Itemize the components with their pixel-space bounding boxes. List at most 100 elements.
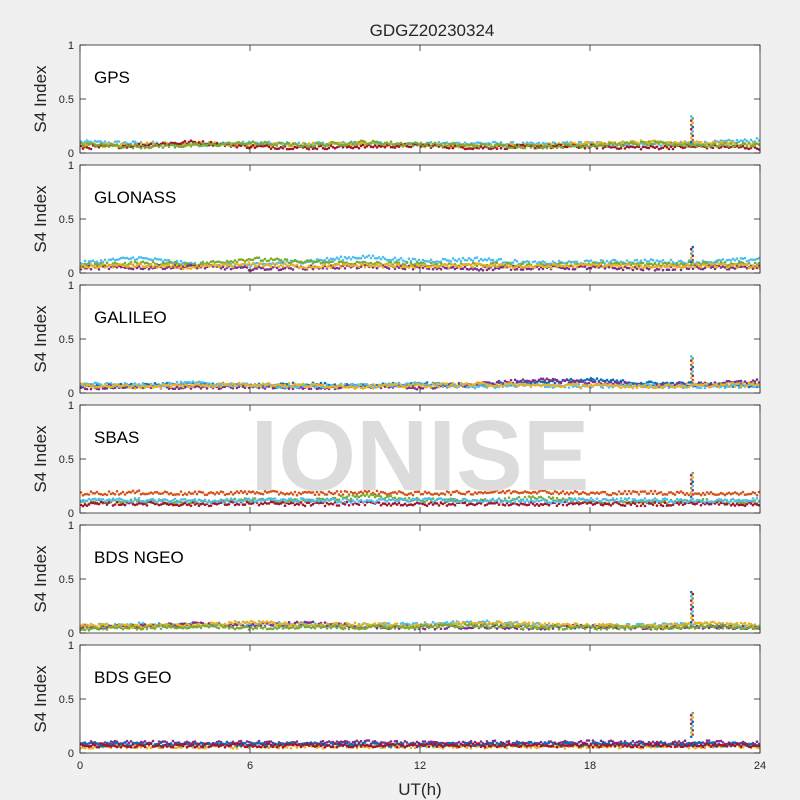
data-point [635, 386, 639, 390]
data-point [239, 384, 243, 388]
data-point [745, 145, 749, 148]
data-point [283, 266, 287, 270]
data-point [425, 144, 429, 147]
data-point [753, 380, 757, 383]
data-point [661, 146, 665, 150]
data-point [687, 385, 691, 389]
data-point [695, 142, 699, 146]
data-point [633, 384, 637, 388]
data-point [529, 141, 533, 144]
data-point [661, 258, 665, 262]
data-point [733, 263, 737, 266]
data-point [643, 258, 647, 262]
data-point [335, 386, 339, 389]
data-point [359, 141, 363, 145]
data-point [447, 266, 451, 270]
data-point [95, 490, 99, 494]
data-point [635, 490, 639, 494]
data-point [711, 146, 715, 150]
data-point [665, 493, 669, 496]
data-point [139, 141, 143, 145]
data-point [737, 382, 741, 385]
data-point [459, 259, 463, 263]
data-point [541, 144, 545, 147]
data-point [543, 379, 547, 382]
data-point [235, 143, 239, 146]
data-point [209, 140, 213, 144]
data-point [159, 386, 163, 390]
data-point [707, 265, 711, 269]
data-point [137, 489, 141, 492]
y-tick-label: 0.5 [59, 214, 74, 226]
data-point [639, 264, 643, 268]
data-point [307, 145, 311, 149]
data-point [173, 387, 177, 391]
data-point [611, 378, 615, 382]
data-point [723, 139, 727, 143]
data-point [667, 143, 671, 147]
data-point [89, 387, 93, 391]
data-point [253, 146, 257, 150]
spike-point [691, 357, 695, 360]
data-point [147, 143, 151, 147]
data-point [167, 143, 171, 146]
data-point [125, 146, 129, 149]
data-point [631, 268, 635, 272]
data-point [183, 142, 187, 145]
data-point [545, 146, 549, 150]
data-point [607, 263, 611, 266]
data-point [429, 258, 433, 262]
data-point [543, 142, 547, 146]
data-point [287, 141, 291, 145]
data-point [217, 382, 221, 385]
data-point [83, 140, 87, 144]
data-point [357, 147, 361, 150]
data-point [429, 145, 433, 148]
data-point [741, 490, 745, 494]
spike-point [689, 119, 693, 122]
data-point [617, 142, 621, 145]
data-point [147, 264, 151, 268]
data-point [661, 268, 665, 272]
data-point [567, 265, 571, 269]
data-point [661, 386, 665, 390]
spike-point [691, 374, 695, 378]
data-point [91, 142, 95, 145]
data-point [509, 264, 513, 268]
data-point [323, 263, 327, 266]
data-point [687, 141, 691, 144]
data-point [163, 142, 167, 145]
data-point [377, 256, 381, 259]
data-point [643, 383, 647, 387]
data-point [703, 386, 707, 390]
data-point [297, 141, 301, 145]
data-point [197, 504, 201, 508]
data-point [551, 146, 555, 150]
data-point [459, 381, 463, 385]
data-point [187, 140, 191, 144]
data-point [195, 492, 199, 496]
data-point [363, 146, 367, 149]
data-point [733, 144, 737, 148]
data-point [509, 378, 513, 382]
data-point [709, 490, 713, 494]
data-point [237, 491, 241, 495]
data-point [135, 383, 139, 387]
data-point [643, 141, 647, 144]
y-tick-label: 0 [68, 268, 74, 280]
data-point [215, 384, 219, 388]
data-point [703, 493, 707, 497]
data-point [583, 141, 587, 144]
data-point [659, 491, 663, 494]
data-point [149, 262, 153, 266]
data-point [411, 144, 415, 147]
spike-point [691, 378, 695, 382]
spike-point [691, 117, 695, 120]
data-point [103, 383, 107, 386]
data-point [589, 141, 593, 144]
data-point [179, 259, 183, 263]
data-point [491, 258, 495, 262]
data-point [623, 143, 627, 147]
data-point [103, 258, 107, 262]
